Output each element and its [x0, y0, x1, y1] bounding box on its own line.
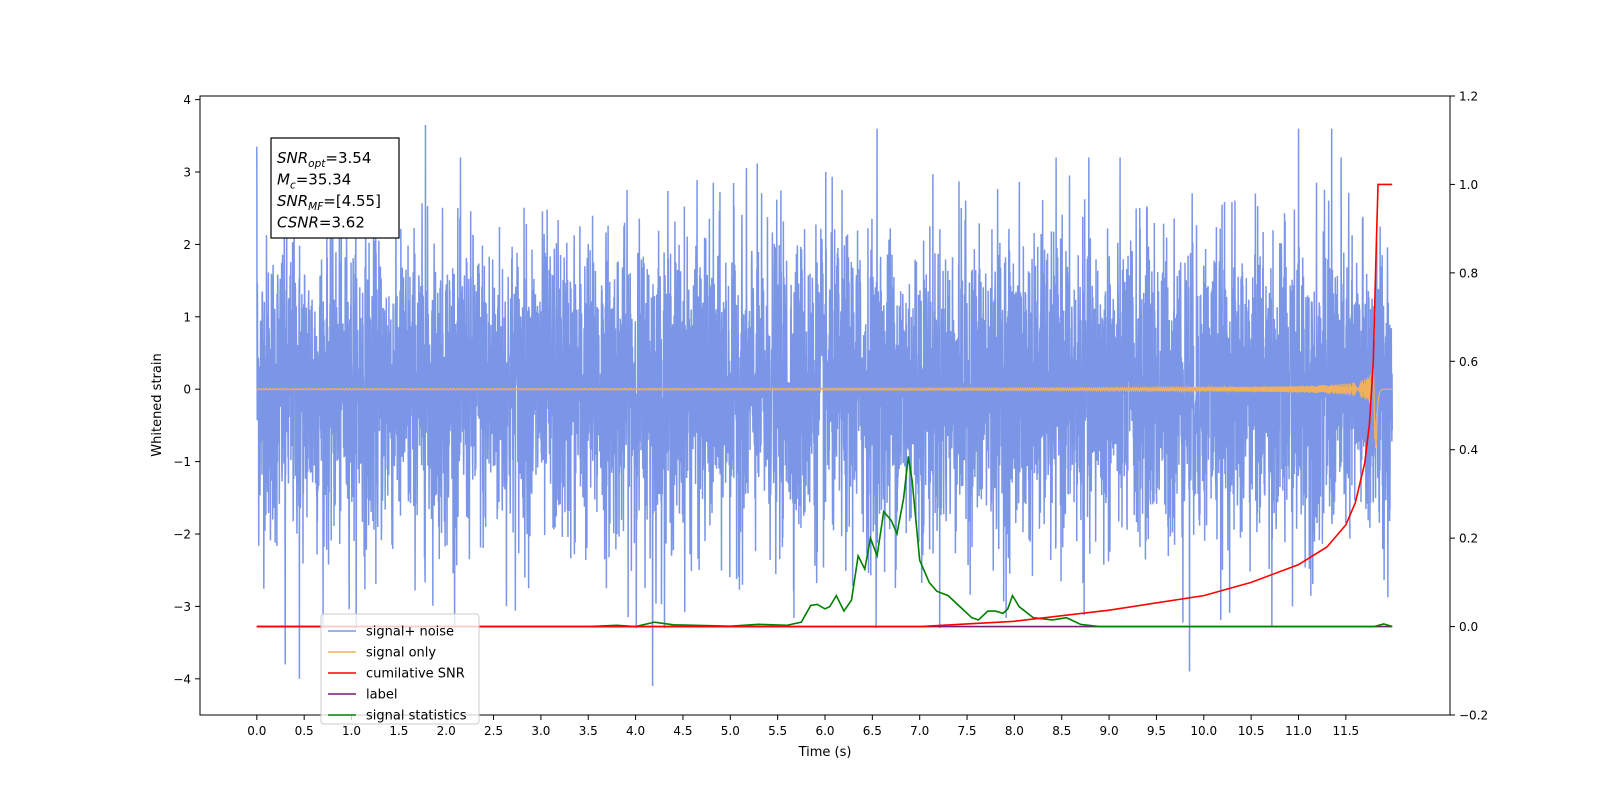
- y-tick-label: 1: [183, 310, 191, 324]
- y-tick-label: −1: [173, 455, 191, 469]
- legend-item-label: label: [328, 688, 397, 703]
- x-tick-label: 8.0: [1005, 724, 1024, 738]
- annotation-line: CSNR=3.62: [277, 214, 365, 232]
- y-tick-label: 0: [183, 383, 191, 397]
- legend-item-signal-only: signal only: [328, 646, 436, 661]
- x-axis-label: Time (s): [798, 745, 852, 760]
- x-tick-label: 4.5: [673, 724, 692, 738]
- x-tick-label: 3.5: [579, 724, 598, 738]
- x-tick-label: 11.5: [1332, 724, 1359, 738]
- x-tick-label: 9.0: [1100, 724, 1119, 738]
- x-tick-label: 3.0: [531, 724, 550, 738]
- annotation-line: SNRopt=3.54: [277, 149, 371, 170]
- legend-item-signal-noise: signal+ noise: [328, 625, 454, 640]
- y-right-tick-label: 0.8: [1459, 266, 1478, 280]
- x-tick-label: 11.0: [1285, 724, 1312, 738]
- x-tick-label: 6.0: [815, 724, 834, 738]
- x-tick-label: 4.0: [626, 724, 645, 738]
- legend-label: label: [366, 688, 397, 703]
- y-right-tick-label: −0.2: [1459, 709, 1488, 723]
- annotation-line: SNRMF=[4.55]: [277, 192, 381, 213]
- x-tick-label: 5.0: [721, 724, 740, 738]
- y-tick-label: −4: [173, 672, 191, 686]
- x-tick-label: 7.0: [910, 724, 929, 738]
- y-right-tick-label: 0.6: [1459, 355, 1478, 369]
- y-right-tick-label: 0.2: [1459, 532, 1478, 546]
- y-tick-label: 3: [183, 166, 191, 180]
- y-right-tick-label: 0.4: [1459, 443, 1478, 457]
- x-tick-label: 2.5: [484, 724, 503, 738]
- legend-frame: [320, 613, 480, 725]
- y-right-tick-label: 1.0: [1459, 178, 1478, 192]
- x-tick-label: 10.0: [1190, 724, 1217, 738]
- legend-label: signal only: [366, 646, 436, 661]
- legend-label: cumilative SNR: [366, 667, 465, 682]
- y-axis-label: Whitened strain: [150, 353, 165, 456]
- series-signal-noise-line: [256, 124, 1393, 687]
- series-signal-only-line: [256, 366, 1393, 449]
- x-tick-label: 8.5: [1052, 724, 1071, 738]
- y-tick-label: −2: [173, 528, 191, 542]
- legend-item-signal-statistics: signal statistics: [328, 709, 467, 724]
- x-tick-label: 6.5: [863, 724, 882, 738]
- x-tick-label: 1.5: [389, 724, 408, 738]
- series-signal-statistics-line: [256, 456, 1393, 628]
- x-tick-label: 5.5: [768, 724, 787, 738]
- x-tick-label: 0.0: [247, 724, 266, 738]
- legend-item-cumulative-snr: cumilative SNR: [328, 667, 465, 682]
- annotation-line: Mc=35.34: [277, 171, 351, 192]
- y-axis-left: −4 −3 −2 −1 0 1 2 3 4: [173, 93, 200, 686]
- x-tick-label: 9.5: [1147, 724, 1166, 738]
- y-right-tick-label: 0.0: [1459, 620, 1478, 634]
- legend-label: signal+ noise: [366, 625, 454, 640]
- x-tick-label: 2.0: [437, 724, 456, 738]
- x-tick-label: 0.5: [295, 724, 314, 738]
- y-tick-label: 2: [183, 238, 191, 252]
- x-tick-label: 7.5: [957, 724, 976, 738]
- y-tick-label: −3: [173, 600, 191, 614]
- y-axis-right: −0.2 0.0 0.2 0.4 0.6 0.8 1.0 1.2: [1450, 90, 1488, 723]
- x-axis: 0.0 0.5 1.0 1.5 2.0 2.5 3.0 3.5 4.0 4.5 5.0 5.5 6.0 6…: [247, 715, 1359, 738]
- x-tick-label: 10.5: [1238, 724, 1265, 738]
- x-tick-label: 1.0: [342, 724, 361, 738]
- series-cumulative-snr-line: [256, 183, 1393, 628]
- y-tick-label: 4: [183, 93, 191, 107]
- annotation-frame: [270, 137, 400, 239]
- legend: signal+ noise signal only cumilative SNR la…: [320, 613, 480, 725]
- legend-label: signal statistics: [366, 709, 467, 724]
- y-right-tick-label: 1.2: [1459, 90, 1478, 104]
